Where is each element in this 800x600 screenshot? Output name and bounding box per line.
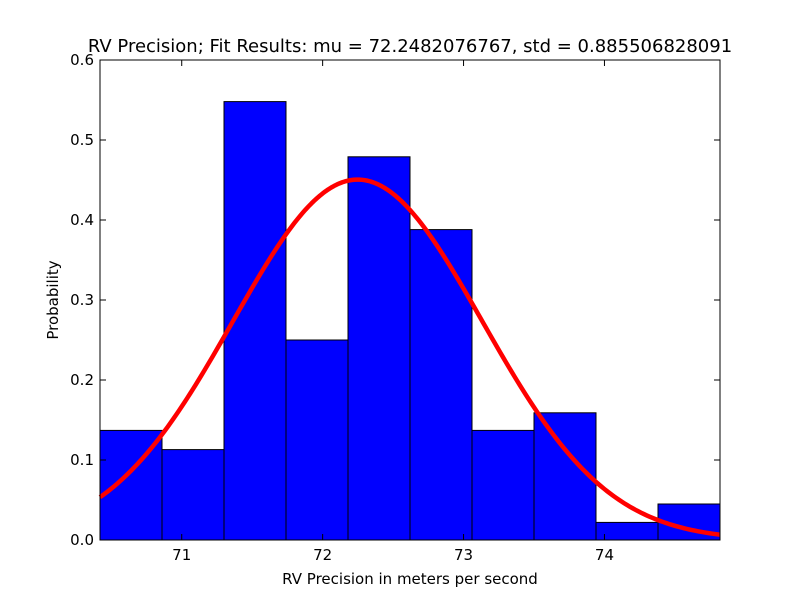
x-tick-label: 73 bbox=[454, 546, 473, 564]
histogram-bar bbox=[595, 521, 659, 541]
x-tick-label: 74 bbox=[595, 546, 614, 564]
y-tick-label: 0.5 bbox=[70, 131, 94, 149]
y-tick-label: 0.4 bbox=[70, 211, 94, 229]
chart-title: RV Precision; Fit Results: mu = 72.24820… bbox=[88, 36, 732, 57]
fit-curve-group bbox=[98, 177, 721, 537]
x-tick-label: 71 bbox=[172, 546, 191, 564]
histogram-bar bbox=[471, 429, 535, 541]
y-tick-label: 0.0 bbox=[70, 531, 94, 549]
axis-ticks: 71 72 73 74 0.0 0.1 0.2 0.3 0.4 0.5 0.6 bbox=[70, 51, 720, 564]
histogram-bar bbox=[161, 449, 225, 541]
y-tick-label: 0.2 bbox=[70, 371, 94, 389]
histogram-bar bbox=[347, 156, 411, 541]
fit-curve-line bbox=[98, 177, 721, 537]
plot-frame bbox=[99, 59, 721, 541]
x-tick-label: 72 bbox=[313, 546, 332, 564]
y-tick-label: 0.1 bbox=[70, 451, 94, 469]
histogram-bar bbox=[533, 412, 597, 541]
y-tick-label: 0.3 bbox=[70, 291, 94, 309]
x-axis-label: RV Precision in meters per second bbox=[282, 570, 538, 588]
histogram-bar bbox=[285, 339, 349, 541]
histogram-bar bbox=[409, 229, 473, 541]
y-tick-label: 0.6 bbox=[70, 51, 94, 69]
y-axis-label: Probability bbox=[44, 260, 62, 339]
